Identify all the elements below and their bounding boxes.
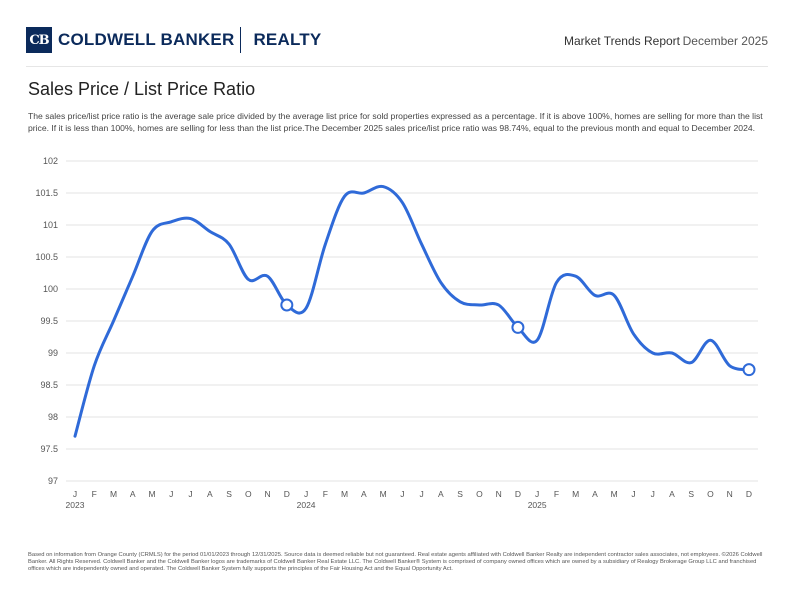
x-tick-label: D [515, 489, 521, 499]
y-tick-label: 98.5 [40, 380, 58, 390]
x-tick-label: N [727, 489, 733, 499]
x-tick-label: M [611, 489, 618, 499]
report-title: Market Trends Report [563, 34, 680, 48]
brand-subname: REALTY [253, 30, 322, 49]
chart-description: The sales price/list price ratio is the … [28, 111, 763, 133]
y-tick-label: 100.5 [35, 252, 58, 262]
x-tick-label: F [323, 489, 328, 499]
report-header: CB COLDWELL BANKER REALTY Market Trends … [26, 26, 768, 56]
y-tick-label: 101 [43, 220, 58, 230]
series-line [73, 184, 751, 438]
x-tick-label: A [361, 489, 367, 499]
x-tick-label: N [496, 489, 502, 499]
x-tick-label: J [304, 489, 308, 499]
x-tick-label: F [92, 489, 97, 499]
y-tick-label: 102 [43, 156, 58, 166]
x-tick-label: J [188, 489, 192, 499]
x-tick-label: N [265, 489, 271, 499]
y-tick-label: 99.5 [40, 316, 58, 326]
x-tick-label: S [457, 489, 463, 499]
x-tick-label: D [746, 489, 752, 499]
x-tick-label: A [207, 489, 213, 499]
x-tick-label: M [110, 489, 117, 499]
disclaimer-footer: Based on information from Orange County … [28, 552, 763, 572]
x-tick-label: J [420, 489, 424, 499]
brand-logo[interactable]: CB COLDWELL BANKER REALTY [26, 26, 321, 54]
data-point-marker[interactable] [511, 320, 525, 334]
x-tick-label: A [669, 489, 675, 499]
x-tick-label: M [148, 489, 155, 499]
chart-title: Sales Price / List Price Ratio [28, 79, 256, 99]
x-tick-label: J [535, 489, 539, 499]
y-tick-label: 99 [48, 348, 58, 358]
data-point-marker[interactable] [742, 363, 756, 377]
x-tick-label: M [380, 489, 387, 499]
x-tick-label: F [554, 489, 559, 499]
x-tick-label: A [438, 489, 444, 499]
x-tick-label: J [400, 489, 404, 499]
x-tick-label: J [651, 489, 655, 499]
cb-logo-icon: CB [26, 27, 52, 53]
x-tick-label: J [169, 489, 173, 499]
x-tick-label: J [73, 489, 77, 499]
report-date: December 2025 [682, 34, 768, 48]
y-tick-label: 97 [48, 476, 58, 486]
x-tick-label: O [245, 489, 252, 499]
y-tick-label: 97.5 [40, 444, 58, 454]
x-year-label: 2024 [297, 500, 316, 510]
x-tick-label: O [707, 489, 714, 499]
x-year-label: 2023 [66, 500, 85, 510]
x-tick-label: O [476, 489, 483, 499]
x-tick-label: M [341, 489, 348, 499]
y-tick-label: 100 [43, 284, 58, 294]
x-tick-label: J [631, 489, 635, 499]
x-tick-label: S [688, 489, 694, 499]
x-tick-label: A [130, 489, 136, 499]
y-tick-label: 101.5 [35, 188, 58, 198]
brand-name: COLDWELL BANKER [58, 30, 235, 49]
header-divider [26, 66, 768, 67]
data-point-marker[interactable] [280, 298, 294, 312]
y-tick-label: 98 [48, 412, 58, 422]
x-tick-label: A [592, 489, 598, 499]
x-tick-label: D [284, 489, 290, 499]
brand-divider [240, 27, 242, 53]
x-tick-label: S [226, 489, 232, 499]
x-tick-label: M [572, 489, 579, 499]
x-year-label: 2025 [528, 500, 547, 510]
